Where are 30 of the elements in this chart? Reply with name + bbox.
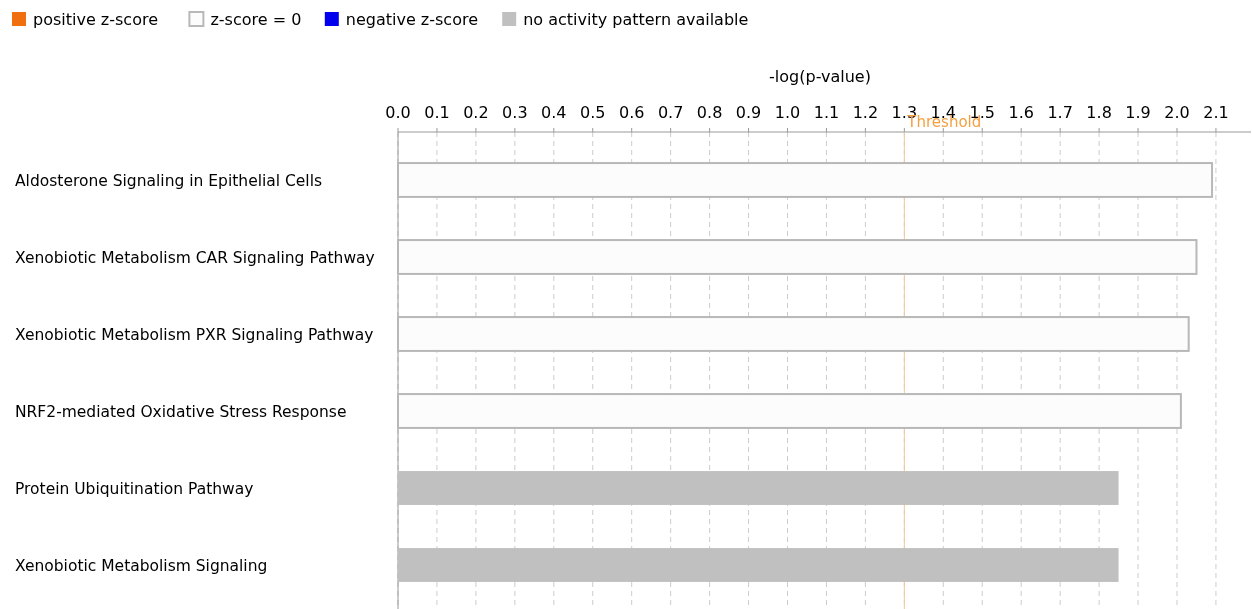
x-tick-label: 0.2 [463, 103, 489, 122]
y-tick-label: Aldosterone Signaling in Epithelial Cells [15, 172, 323, 190]
x-tick-label: 1.6 [1008, 103, 1034, 122]
legend-label: no activity pattern available [523, 10, 749, 29]
legend-label: positive z-score [33, 10, 159, 29]
x-tick-label: 2.1 [1203, 103, 1229, 122]
x-axis-title: -log(p-value) [769, 67, 871, 86]
y-tick-label: Xenobiotic Metabolism PXR Signaling Pathway [15, 326, 374, 344]
y-tick-label: Xenobiotic Metabolism CAR Signaling Pathway [15, 249, 375, 267]
x-tick-label: 0.5 [580, 103, 606, 122]
x-tick-label: 1.7 [1047, 103, 1073, 122]
x-tick-label: 0.7 [657, 103, 684, 122]
y-tick-label: NRF2-mediated Oxidative Stress Response [15, 403, 347, 421]
x-tick-label: 0.3 [502, 103, 528, 122]
x-tick-label: 0.1 [424, 103, 450, 122]
x-tick-label: 0.8 [696, 103, 723, 122]
x-tick-label: 0.0 [385, 103, 411, 122]
legend-label: negative z-score [345, 10, 479, 29]
x-tick-label: 0.9 [735, 103, 762, 122]
legend-label: z-score = 0 [210, 10, 302, 29]
x-tick-label: 1.9 [1125, 103, 1151, 122]
x-tick-label: 1.0 [774, 103, 801, 122]
x-tick-label: 0.6 [618, 103, 645, 122]
x-tick-label: 1.2 [852, 103, 879, 122]
y-tick-label: Xenobiotic Metabolism Signaling [15, 557, 268, 575]
x-tick-label: 2.0 [1164, 103, 1190, 122]
y-tick-label: Protein Ubiquitination Pathway [15, 480, 254, 498]
x-tick-label: 0.4 [541, 103, 567, 122]
x-tick-label: 1.1 [813, 103, 840, 122]
x-tick-label: 1.8 [1086, 103, 1112, 122]
